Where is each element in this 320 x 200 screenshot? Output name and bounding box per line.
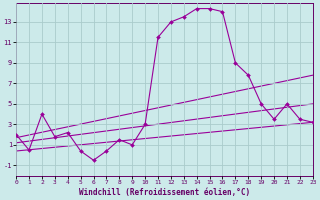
X-axis label: Windchill (Refroidissement éolien,°C): Windchill (Refroidissement éolien,°C)	[79, 188, 250, 197]
